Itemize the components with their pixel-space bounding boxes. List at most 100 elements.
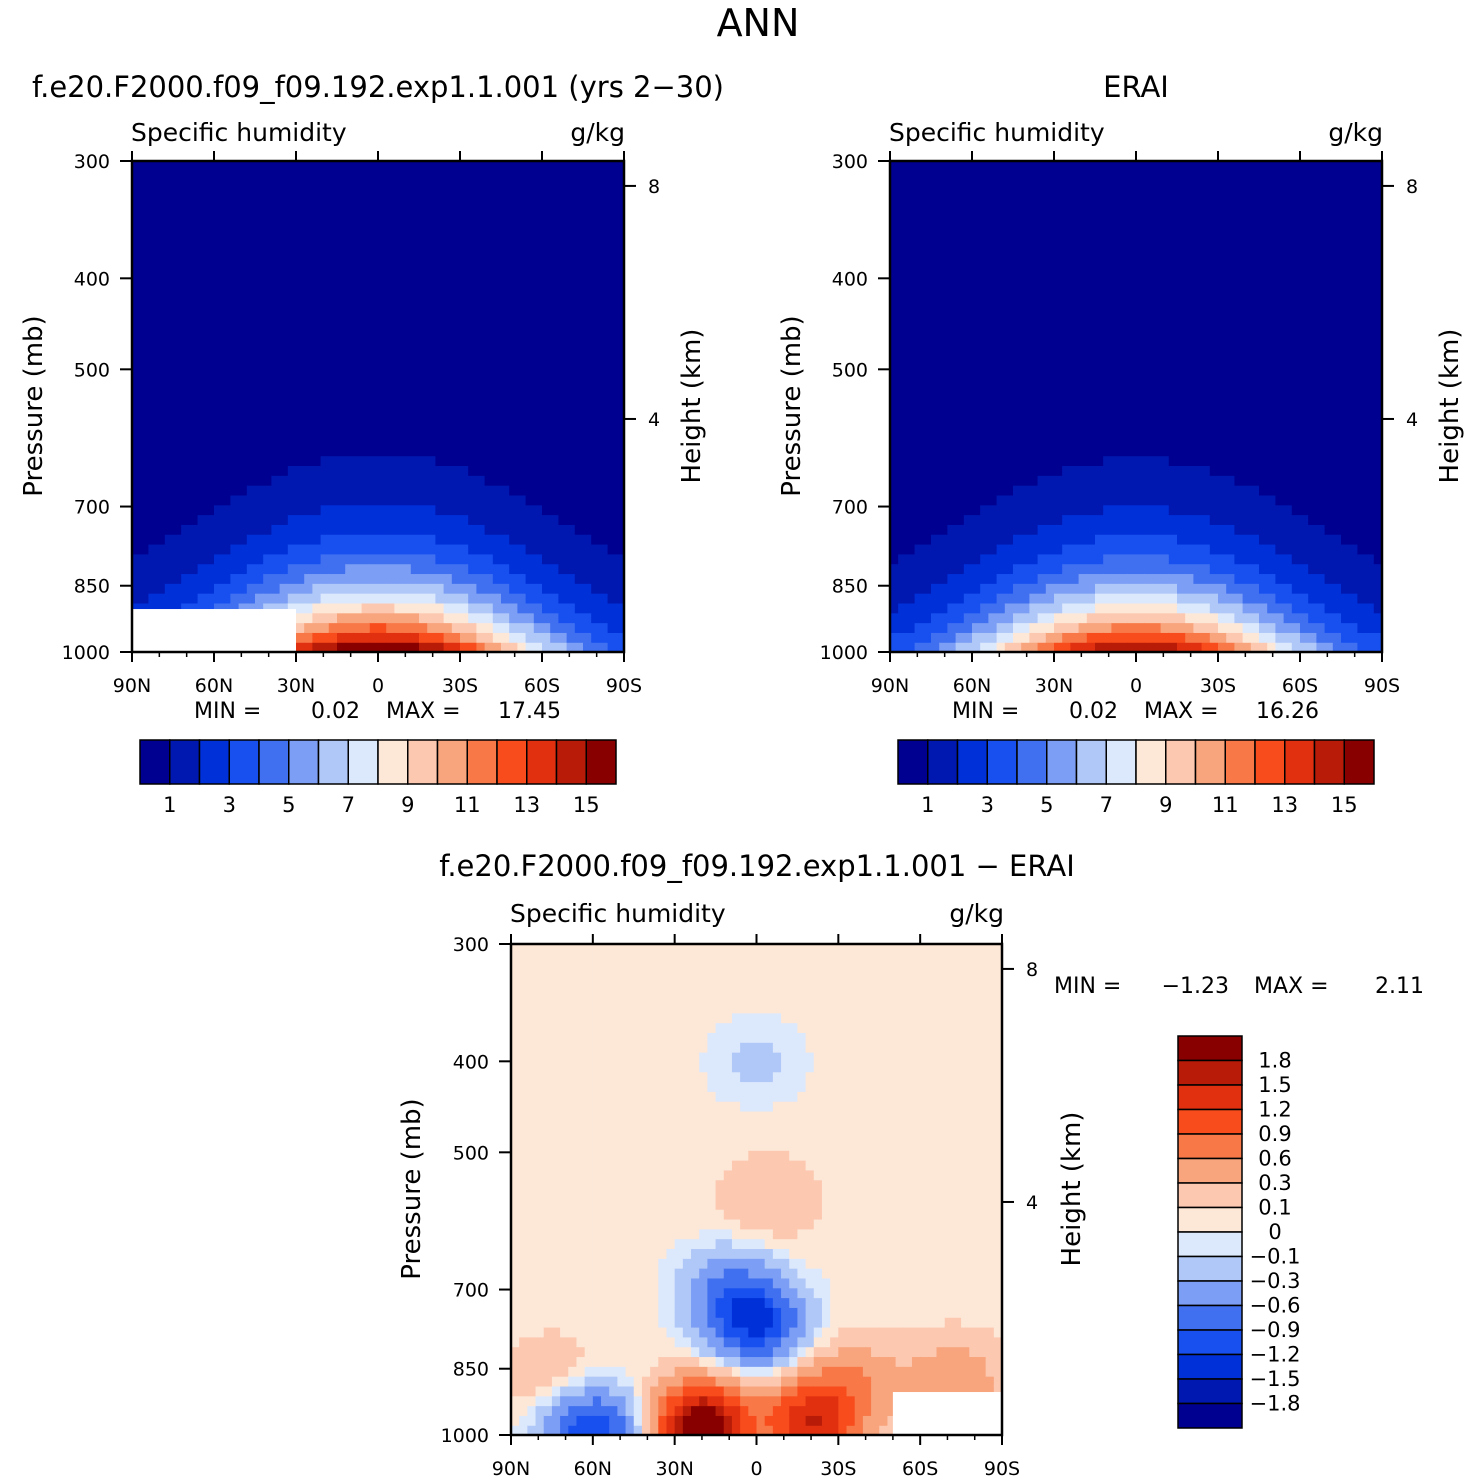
contour-cell [542, 504, 551, 516]
contour-cell [988, 318, 998, 329]
contour-cell [1037, 210, 1047, 221]
contour-cell [1013, 347, 1022, 358]
contour-cell [320, 524, 330, 535]
contour-cell [599, 180, 609, 192]
contour-cell [427, 534, 436, 545]
contour-cell [1111, 259, 1121, 270]
contour-cell [484, 200, 494, 211]
contour-cell [181, 190, 190, 201]
contour-cell [287, 583, 297, 594]
contour-cell [972, 543, 981, 555]
contour-cell [402, 259, 412, 270]
contour-cell [1095, 308, 1104, 319]
contour-cell [353, 308, 363, 319]
contour-cell [492, 485, 502, 496]
contour-cell [1160, 249, 1170, 260]
contour-cell [378, 367, 387, 378]
contour-cell [1193, 543, 1203, 555]
contour-cell [558, 210, 568, 221]
contour-cell [1054, 426, 1063, 437]
contour-cell [386, 269, 395, 280]
contour-cell [1119, 180, 1129, 192]
contour-cell [189, 386, 199, 398]
contour-cell [263, 269, 272, 280]
contour-cell [591, 210, 600, 221]
contour-cell [914, 269, 924, 280]
contour-cell [931, 445, 940, 457]
contour-cell [1062, 583, 1071, 594]
contour-cell [419, 485, 428, 496]
contour-cell [1168, 485, 1178, 496]
contour-cell [181, 386, 190, 398]
contour-cell [1111, 514, 1121, 525]
contour-cell [1078, 465, 1088, 476]
contour-cell [460, 347, 469, 358]
contour-cell [320, 426, 330, 437]
contour-cell [542, 553, 551, 565]
colorbar-swatch [466, 739, 498, 785]
contour-cell [312, 534, 322, 545]
contour-cell [591, 465, 600, 476]
contour-cell [914, 377, 924, 388]
contour-cell [914, 445, 924, 457]
contour-cell [361, 278, 371, 290]
contour-cell [320, 298, 330, 309]
contour-cell [337, 465, 346, 476]
contour-cell [460, 200, 469, 211]
contour-cell [914, 249, 924, 260]
contour-cell [955, 642, 965, 653]
contour-cell [492, 445, 502, 457]
contour-cell [484, 298, 494, 309]
contour-cell [1144, 632, 1153, 643]
contour-cell [337, 337, 346, 349]
contour-cell [419, 543, 428, 555]
contour-cell [468, 455, 477, 467]
contour-cell [1045, 524, 1055, 535]
contour-cell [914, 219, 924, 231]
contour-cell [591, 632, 600, 643]
contour-cell [451, 612, 461, 624]
contour-cell [1136, 357, 1145, 368]
contour-cell [1004, 524, 1014, 535]
contour-cell [947, 190, 957, 201]
contour-cell [1086, 475, 1096, 486]
contour-cell [156, 543, 166, 555]
contour-cell [132, 583, 141, 594]
contour-cell [451, 465, 461, 476]
contour-cell [189, 445, 199, 457]
contour-cell [197, 318, 207, 329]
contour-cell [222, 504, 231, 516]
contour-cell [501, 170, 510, 182]
contour-cell [419, 327, 428, 339]
contour-cell [320, 190, 330, 201]
contour-cell [939, 347, 948, 358]
contour-cell [947, 524, 957, 535]
contour-cell [1095, 455, 1104, 467]
contour-cell [1013, 288, 1022, 300]
contour-cell [443, 622, 453, 633]
contour-cell [947, 632, 957, 643]
contour-cell [353, 416, 363, 427]
contour-cell [1185, 190, 1194, 201]
contour-cell [955, 249, 965, 260]
contour-cell [550, 357, 559, 368]
contour-cell [369, 200, 379, 211]
contour-cell [181, 278, 190, 290]
contour-cell [345, 622, 354, 633]
contour-cell [1111, 347, 1121, 358]
contour-cell [566, 219, 576, 231]
contour-cell [263, 180, 272, 192]
contour-cell [386, 445, 395, 457]
contour-cell [271, 239, 281, 250]
contour-cell [996, 494, 1006, 506]
contour-cell [914, 416, 924, 427]
contour-cell [1177, 269, 1186, 280]
contour-cell [1045, 494, 1055, 506]
contour-cell [525, 298, 535, 309]
contour-cell [205, 504, 215, 516]
contour-cell [1201, 632, 1211, 643]
contour-cell [345, 534, 354, 545]
contour-cell [476, 229, 486, 241]
contour-cell [337, 190, 346, 201]
contour-cell [591, 180, 600, 192]
